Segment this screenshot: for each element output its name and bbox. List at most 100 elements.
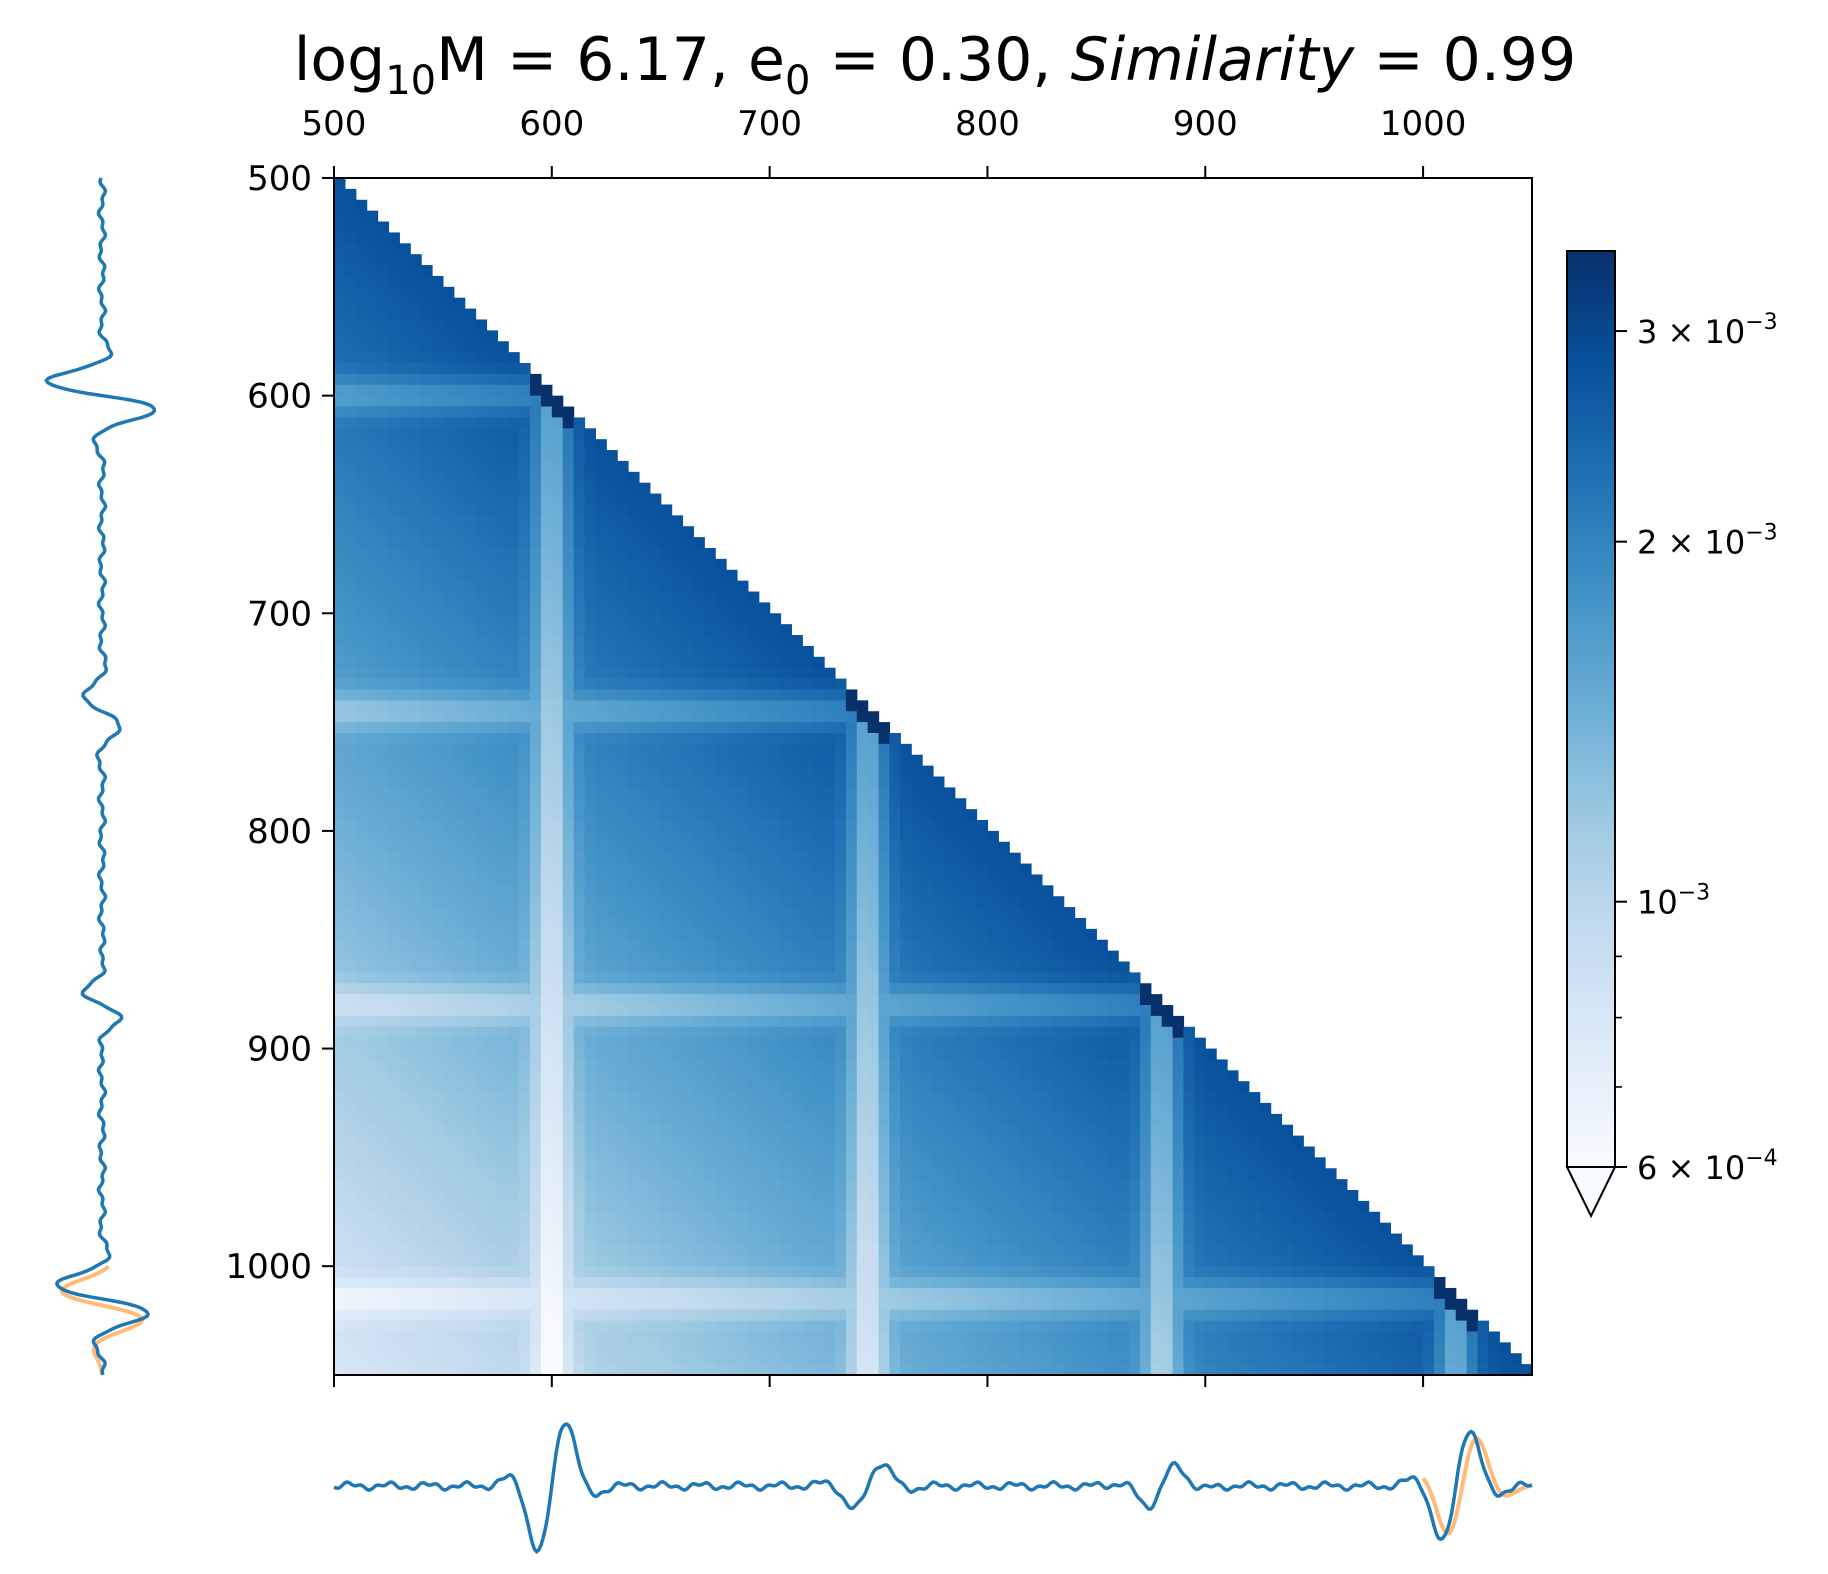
heatmap-cell xyxy=(813,711,825,723)
heatmap-cell xyxy=(1020,1200,1032,1213)
heatmap-cell xyxy=(606,852,618,865)
heatmap-cell xyxy=(421,787,433,799)
heatmap-cell xyxy=(747,1222,760,1235)
heatmap-cell xyxy=(813,896,825,908)
heatmap-cell xyxy=(628,743,640,756)
heatmap-cell xyxy=(606,950,618,963)
heatmap-cell xyxy=(660,722,673,734)
heatmap-cell xyxy=(551,417,564,429)
heatmap-cell xyxy=(824,1048,836,1061)
heatmap-cell xyxy=(344,1092,357,1104)
heatmap-cell xyxy=(551,493,564,506)
heatmap-cell xyxy=(377,1059,390,1071)
heatmap-cell xyxy=(682,678,694,691)
heatmap-cell xyxy=(410,765,422,778)
heatmap-cell xyxy=(562,1157,575,1169)
heatmap-cell xyxy=(551,961,564,973)
heatmap-cell xyxy=(464,591,477,603)
heatmap-cell xyxy=(344,1190,357,1202)
heatmap-cell xyxy=(366,1222,379,1235)
heatmap-cell xyxy=(998,841,1010,854)
heatmap-cell xyxy=(355,417,368,429)
heatmap-cell xyxy=(726,591,738,603)
heatmap-cell xyxy=(638,493,651,506)
heatmap-cell xyxy=(617,493,629,506)
heatmap-cell xyxy=(987,874,999,886)
heatmap-cell xyxy=(682,689,694,701)
heatmap-cell xyxy=(649,1157,662,1169)
heatmap-cell xyxy=(399,754,411,767)
heatmap-cell xyxy=(486,1092,498,1104)
heatmap-cell xyxy=(1292,1233,1304,1246)
heatmap-cell xyxy=(334,994,346,1006)
heatmap-cell xyxy=(584,1059,596,1071)
heatmap-cell xyxy=(649,1081,662,1093)
heatmap-cell xyxy=(497,972,509,984)
heatmap-cell xyxy=(1009,1113,1021,1126)
heatmap-cell xyxy=(453,362,466,375)
heatmap-cell xyxy=(682,537,694,549)
heatmap-cell xyxy=(693,743,705,756)
heatmap-cell xyxy=(671,558,684,571)
heatmap-cell xyxy=(540,885,553,897)
heatmap-cell xyxy=(464,1255,477,1267)
heatmap-cell xyxy=(1085,1102,1097,1115)
heatmap-cell xyxy=(856,885,869,897)
heatmap-cell xyxy=(410,319,422,331)
heatmap-cell xyxy=(791,1070,803,1082)
heatmap-cell xyxy=(584,1092,596,1104)
heatmap-cell xyxy=(584,972,596,984)
heatmap-cell xyxy=(399,330,411,342)
heatmap-cell xyxy=(584,1190,596,1202)
heatmap-cell xyxy=(889,743,901,756)
heatmap-cell xyxy=(638,787,651,799)
heatmap-cell xyxy=(824,1037,836,1050)
heatmap-cell xyxy=(1031,1200,1043,1213)
heatmap-cell xyxy=(1020,1135,1032,1148)
heatmap-cell xyxy=(824,754,836,767)
heatmap-cell xyxy=(1259,1233,1272,1246)
heatmap-cell xyxy=(758,1081,771,1093)
heatmap-cell xyxy=(660,1179,673,1191)
heatmap-cell xyxy=(1292,1244,1304,1256)
heatmap-cell xyxy=(453,330,466,342)
heatmap-cell xyxy=(530,1015,542,1028)
heatmap-cell xyxy=(388,1102,400,1115)
heatmap-cell xyxy=(1129,1168,1141,1180)
heatmap-cell xyxy=(649,624,662,636)
heatmap-cell xyxy=(519,874,531,886)
heatmap-cell xyxy=(344,362,357,375)
heatmap-cell xyxy=(519,787,531,799)
heatmap-cell xyxy=(682,547,694,560)
heatmap-cell xyxy=(791,874,803,886)
heatmap-cell xyxy=(943,885,956,897)
heatmap-cell xyxy=(562,841,575,854)
heatmap-cell xyxy=(856,1200,869,1213)
heatmap-cell xyxy=(1183,1200,1195,1213)
heatmap-cell xyxy=(442,1255,455,1267)
heatmap-cell xyxy=(1118,1005,1130,1017)
heatmap-cell xyxy=(1227,1070,1239,1082)
heatmap-cell xyxy=(671,950,684,963)
heatmap-cell xyxy=(355,613,368,625)
heatmap-cell xyxy=(497,645,509,658)
heatmap-cell xyxy=(1129,1092,1141,1104)
heatmap-cell xyxy=(1074,917,1087,930)
heatmap-cell xyxy=(530,700,542,712)
heatmap-cell xyxy=(943,1015,956,1028)
heatmap-cell xyxy=(1150,1026,1163,1039)
heatmap-cell xyxy=(540,1200,553,1213)
heatmap-cell xyxy=(355,809,368,821)
heatmap-cell xyxy=(1227,1146,1239,1158)
heatmap-cell xyxy=(715,928,727,941)
heatmap-cell xyxy=(965,1179,978,1191)
heatmap-cell xyxy=(704,972,716,984)
heatmap-cell xyxy=(693,994,705,1006)
heatmap-cell xyxy=(421,319,433,331)
heatmap-cell xyxy=(1107,1113,1119,1126)
heatmap-cell xyxy=(355,1222,368,1235)
heatmap-cell xyxy=(943,1190,956,1202)
heatmap-cell xyxy=(628,1124,640,1137)
heatmap-cell xyxy=(867,830,880,843)
heatmap-cell xyxy=(1052,907,1065,919)
